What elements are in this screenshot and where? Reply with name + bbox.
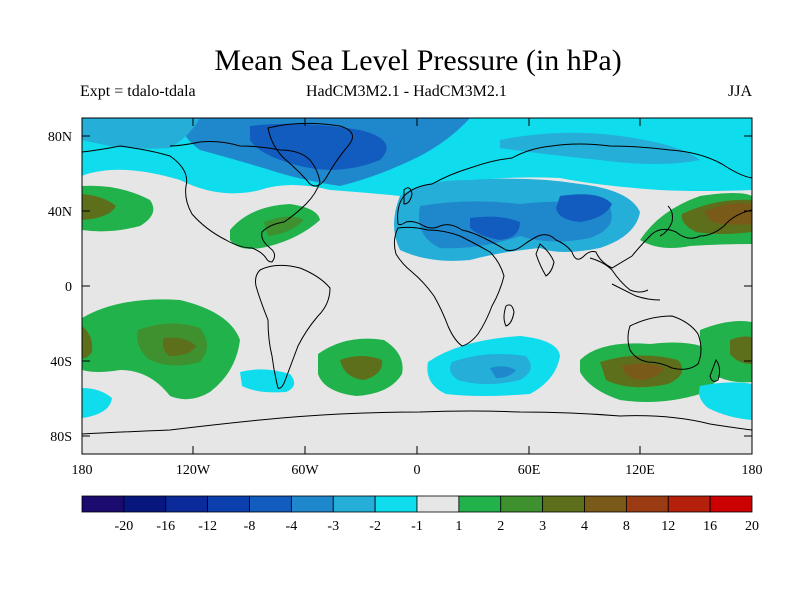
contour-positive-spacific-east bbox=[699, 321, 752, 383]
coast-north-america bbox=[82, 141, 321, 263]
contour-positive-sindian-center bbox=[622, 363, 664, 380]
colorbar-label: 1 bbox=[455, 519, 462, 534]
contour-negative-siberia bbox=[500, 132, 700, 164]
season-label: JJA bbox=[728, 83, 753, 100]
colorbar-label: 20 bbox=[745, 519, 759, 534]
coast-se-asia bbox=[589, 257, 661, 301]
colorbar-swatch bbox=[625, 495, 669, 513]
coast-greenland bbox=[267, 122, 353, 187]
lon-tick-label: 180 bbox=[742, 463, 763, 478]
colorbar-label: -16 bbox=[156, 519, 175, 534]
colorbar-label: -2 bbox=[369, 519, 381, 534]
contour-negative-spacific-west bbox=[82, 388, 112, 418]
lon-tick-label: 120E bbox=[625, 463, 655, 478]
model-label: HadCM3M2.1 - HadCM3M2.1 bbox=[306, 83, 507, 100]
colorbar-swatch bbox=[458, 495, 502, 513]
colorbar-label: 3 bbox=[539, 519, 546, 534]
lat-tick-label: 80S bbox=[50, 430, 72, 445]
coast-europe-asia bbox=[397, 143, 752, 269]
contour-positive-spacific-west bbox=[82, 326, 93, 359]
lon-tick-label: 60E bbox=[518, 463, 541, 478]
colorbar-swatch bbox=[332, 495, 376, 513]
lon-tick-label: 60W bbox=[291, 463, 319, 478]
coast-india bbox=[535, 243, 555, 277]
lat-tick-label: 40S bbox=[50, 355, 72, 370]
contour-positive-npacific-west bbox=[82, 185, 154, 232]
colorbar-label: -12 bbox=[198, 519, 217, 534]
contour-negative-sindian-mid bbox=[450, 354, 531, 384]
colorbar-label: -4 bbox=[286, 519, 298, 534]
contour-negative-middle-east bbox=[470, 216, 520, 240]
colorbar-swatch bbox=[165, 495, 209, 513]
colorbar-label: -20 bbox=[115, 519, 134, 534]
colorbar-label: 16 bbox=[703, 519, 717, 534]
coast-uk bbox=[403, 187, 413, 205]
coastlines bbox=[82, 122, 752, 435]
contour-positive-satlantic-core bbox=[340, 356, 383, 380]
colorbar-label: -3 bbox=[327, 519, 339, 534]
colorbar-label: 8 bbox=[623, 519, 630, 534]
contour-field bbox=[82, 118, 752, 420]
contour-positive-spacific-core bbox=[162, 337, 196, 356]
colorbar-label: -8 bbox=[244, 519, 256, 534]
colorbar-swatch bbox=[374, 495, 418, 513]
colorbar-swatch bbox=[290, 495, 334, 513]
colorbar-swatch bbox=[416, 495, 460, 513]
coast-antarctica bbox=[82, 410, 752, 435]
colorbar-swatch bbox=[123, 495, 167, 513]
lat-tick-label: 40N bbox=[48, 205, 72, 220]
colorbar-label: 12 bbox=[661, 519, 675, 534]
coast-madagascar bbox=[503, 304, 515, 327]
contour-negative-pacific-north bbox=[82, 118, 200, 149]
colorbar-swatch bbox=[542, 495, 585, 513]
lon-tick-label: 120W bbox=[176, 463, 211, 478]
colorbar-label: -1 bbox=[411, 519, 423, 534]
chart-title: Mean Sea Level Pressure (in hPa) bbox=[214, 44, 622, 77]
coast-south-america bbox=[255, 264, 331, 389]
colorbar-label: 2 bbox=[497, 519, 504, 534]
colorbar-swatch bbox=[584, 495, 627, 513]
colorbar-label: 4 bbox=[581, 519, 588, 534]
colorbar-swatch bbox=[207, 495, 250, 513]
lat-tick-label: 80N bbox=[48, 130, 72, 145]
contour-positive-spacific-east-core bbox=[730, 336, 752, 364]
contour-positive-caribbean-core bbox=[264, 216, 304, 236]
lon-tick-label: 180 bbox=[72, 463, 93, 478]
contour-negative-eurasia-core bbox=[556, 194, 612, 222]
contour-positive-nw-pacific-core bbox=[704, 203, 752, 225]
colorbar-swatch bbox=[249, 495, 292, 513]
colorbar-swatch bbox=[709, 495, 753, 513]
colorbar-swatch bbox=[500, 495, 544, 513]
experiment-label: Expt = tdalo-tdala bbox=[80, 83, 196, 100]
contour-negative-sindian-core bbox=[490, 366, 516, 378]
coast-africa bbox=[393, 226, 505, 347]
contour-negative-south-america bbox=[240, 369, 295, 393]
colorbar: -20 -16 -12 -8 -4 -3 -2 -1 1 2 3 4 8 12 16 20 bbox=[81, 495, 759, 534]
coast-japan bbox=[659, 205, 673, 237]
contour-positive-npacific-west-core bbox=[82, 194, 116, 220]
colorbar-swatch bbox=[81, 495, 125, 513]
colorbar-swatch bbox=[667, 495, 711, 513]
tick-marks bbox=[82, 118, 752, 454]
lon-tick-label: 0 bbox=[414, 463, 421, 478]
contour-negative-s-east bbox=[699, 382, 752, 420]
lat-tick-label: 0 bbox=[65, 280, 72, 295]
coast-australia bbox=[627, 315, 702, 370]
coast-new-zealand bbox=[709, 358, 721, 382]
